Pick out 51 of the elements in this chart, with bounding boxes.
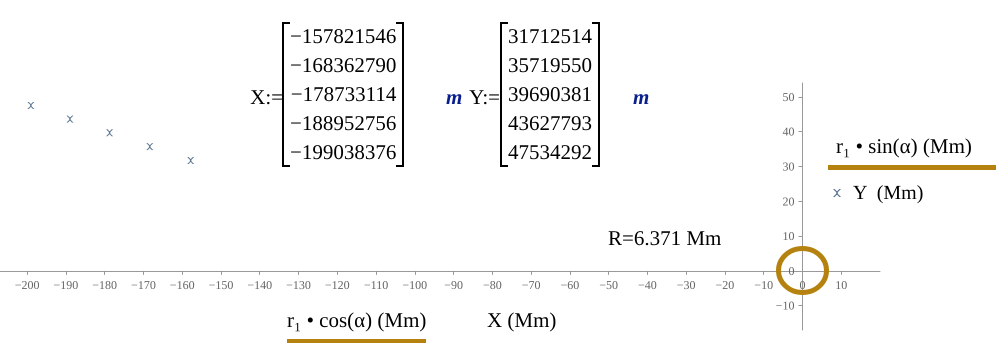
x-tick-label: 10 xyxy=(835,278,848,292)
x-tick-label: −190 xyxy=(54,278,78,292)
point xyxy=(146,143,154,150)
y-tick-label: 50 xyxy=(782,90,794,104)
point xyxy=(106,129,114,136)
x-tick-label: −160 xyxy=(170,278,195,292)
x-tick-label: −200 xyxy=(14,278,40,292)
legend-label: Y (Mm) xyxy=(853,182,924,204)
y-tick-label: 30 xyxy=(782,159,794,174)
x-tick-label: −140 xyxy=(247,278,272,292)
x-tick-label: −60 xyxy=(560,278,580,292)
x-tick-label: −120 xyxy=(324,278,350,292)
annotation: 47534292 xyxy=(508,139,592,166)
text: 35719550 xyxy=(508,52,592,79)
x-tick-label: −70 xyxy=(522,278,540,292)
annotation: 43627793 xyxy=(508,110,592,137)
x-tick-label: −110 xyxy=(364,278,388,292)
annotation: r₁ • sin(α) (Mm) xyxy=(828,134,996,170)
x-tick-label: −40 xyxy=(638,278,657,292)
x-tick-label: −170 xyxy=(131,278,156,292)
text: −168362790 xyxy=(290,52,396,79)
x-tick-label: −30 xyxy=(676,278,696,292)
annotation: m xyxy=(446,85,462,109)
annotation: 39690381 xyxy=(508,81,592,108)
annotation: −199038376 xyxy=(290,139,396,166)
annotation: −188952756 xyxy=(290,110,396,137)
annotation: Y:= xyxy=(469,85,500,109)
x-tick-label: −130 xyxy=(286,278,311,292)
text: 31712514 xyxy=(508,23,592,50)
y-tick-label: 10 xyxy=(782,229,794,244)
y-tick-label: 20 xyxy=(782,194,794,208)
y-tick-label: 40 xyxy=(782,124,794,139)
x-tick-label: −50 xyxy=(599,278,618,292)
x-tick-label: −10 xyxy=(754,278,774,292)
x-tick-label: −90 xyxy=(444,278,463,292)
annotation: R=6.371 Mm xyxy=(608,226,722,250)
annotation: −178733114 xyxy=(290,81,396,108)
point xyxy=(66,116,74,123)
annotation: X:= xyxy=(250,85,283,109)
point xyxy=(187,157,194,164)
annotation: m xyxy=(633,85,650,109)
y-tick-label: −10 xyxy=(776,298,794,313)
x-tick-label: −20 xyxy=(716,278,734,292)
text: −157821546 xyxy=(290,23,396,50)
annotation: r₁ • cos(α) (Mm) xyxy=(287,308,426,343)
x-tick-label: −180 xyxy=(92,278,118,292)
point xyxy=(27,102,34,109)
x-tick-label: −150 xyxy=(208,278,234,292)
annotation: X (Mm) xyxy=(487,308,556,332)
x-tick-label: −100 xyxy=(402,278,428,292)
x-tick-label: −80 xyxy=(482,278,502,292)
